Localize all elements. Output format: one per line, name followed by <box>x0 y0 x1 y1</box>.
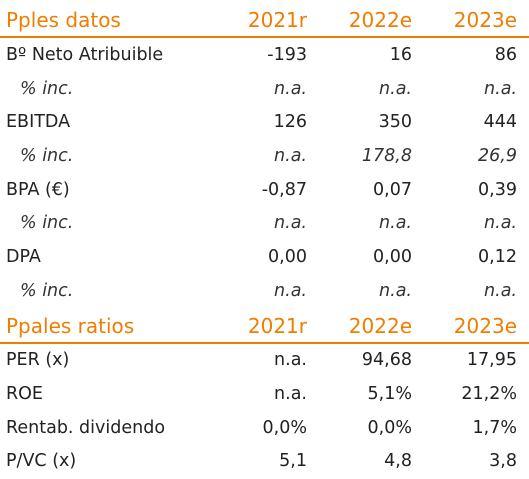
row-value: 0,12 <box>478 246 517 267</box>
table-row: Bº Neto Atribuible -193 16 86 <box>0 38 529 72</box>
row-value: 86 <box>494 44 517 65</box>
row-value: 4,8 <box>384 451 412 472</box>
row-label: P/VC (x) <box>6 451 77 472</box>
row-value: 5,1% <box>367 384 412 405</box>
row-value: -0,87 <box>261 179 307 200</box>
row-label: ROE <box>6 384 43 405</box>
column-header-2021: 2021r <box>247 8 307 32</box>
row-value: 5,1 <box>279 451 307 472</box>
row-value: 21,2% <box>461 384 517 405</box>
table-row: % inc. n.a. 178,8 26,9 <box>0 139 529 173</box>
table-row: BPA (€) -0,87 0,07 0,39 <box>0 173 529 207</box>
table-row: % inc. n.a. n.a. n.a. <box>0 72 529 106</box>
row-value: 0,07 <box>373 179 412 200</box>
row-label: DPA <box>6 246 41 267</box>
row-label: % inc. <box>20 213 74 234</box>
column-header-2022: 2022e <box>348 8 412 32</box>
row-label: BPA (€) <box>6 179 70 200</box>
row-value: n.a. <box>379 213 412 234</box>
column-header-2021: 2021r <box>247 313 307 338</box>
row-value: n.a. <box>274 350 307 371</box>
row-label: PER (x) <box>6 350 70 371</box>
section-header-ratios: Ppales ratios 2021r 2022e 2023e <box>0 308 529 344</box>
row-label: EBITDA <box>6 112 71 133</box>
row-label: Rentab. dividendo <box>6 417 166 438</box>
table-row: EBITDA 126 350 444 <box>0 105 529 139</box>
row-value: 0,00 <box>268 246 307 267</box>
row-value: n.a. <box>274 280 307 301</box>
row-value: n.a. <box>274 213 307 234</box>
row-value: 0,0% <box>367 417 412 438</box>
row-value: n.a. <box>379 78 412 99</box>
row-value: 17,95 <box>466 350 517 371</box>
row-label: % inc. <box>20 280 74 301</box>
table-row: % inc. n.a. n.a. n.a. <box>0 206 529 240</box>
column-header-2023: 2023e <box>453 8 517 32</box>
row-value: n.a. <box>379 280 412 301</box>
row-value: n.a. <box>274 145 307 166</box>
row-value: 0,0% <box>262 417 307 438</box>
row-value: n.a. <box>274 384 307 405</box>
table-row: Rentab. dividendo 0,0% 0,0% 1,7% <box>0 411 529 445</box>
table-row: P/VC (x) 5,1 4,8 3,8 <box>0 445 529 479</box>
section-title: Pples datos <box>6 8 121 32</box>
column-header-2022: 2022e <box>348 313 412 338</box>
row-value: 3,8 <box>489 451 517 472</box>
row-value: 94,68 <box>361 350 412 371</box>
row-value: 178,8 <box>361 145 412 166</box>
row-value: 350 <box>378 112 412 133</box>
row-value: 0,00 <box>373 246 412 267</box>
table-row: DPA 0,00 0,00 0,12 <box>0 240 529 274</box>
table-row: ROE n.a. 5,1% 21,2% <box>0 377 529 411</box>
row-value: n.a. <box>274 78 307 99</box>
row-value: 126 <box>273 112 307 133</box>
column-header-2023: 2023e <box>453 313 517 338</box>
row-value: 16 <box>389 44 412 65</box>
row-label: Bº Neto Atribuible <box>6 44 164 65</box>
row-value: 26,9 <box>478 145 517 166</box>
section-title: Ppales ratios <box>6 313 135 338</box>
row-label: % inc. <box>20 145 74 166</box>
row-value: n.a. <box>484 280 517 301</box>
row-value: 1,7% <box>472 417 517 438</box>
table-row: % inc. n.a. n.a. n.a. <box>0 274 529 308</box>
section-header-datos: Pples datos 2021r 2022e 2023e <box>0 2 529 38</box>
row-value: n.a. <box>484 213 517 234</box>
row-value: 444 <box>483 112 517 133</box>
table-row: PER (x) n.a. 94,68 17,95 <box>0 344 529 378</box>
row-value: n.a. <box>484 78 517 99</box>
row-label: % inc. <box>20 78 74 99</box>
row-value: 0,39 <box>478 179 517 200</box>
row-value: -193 <box>267 44 307 65</box>
